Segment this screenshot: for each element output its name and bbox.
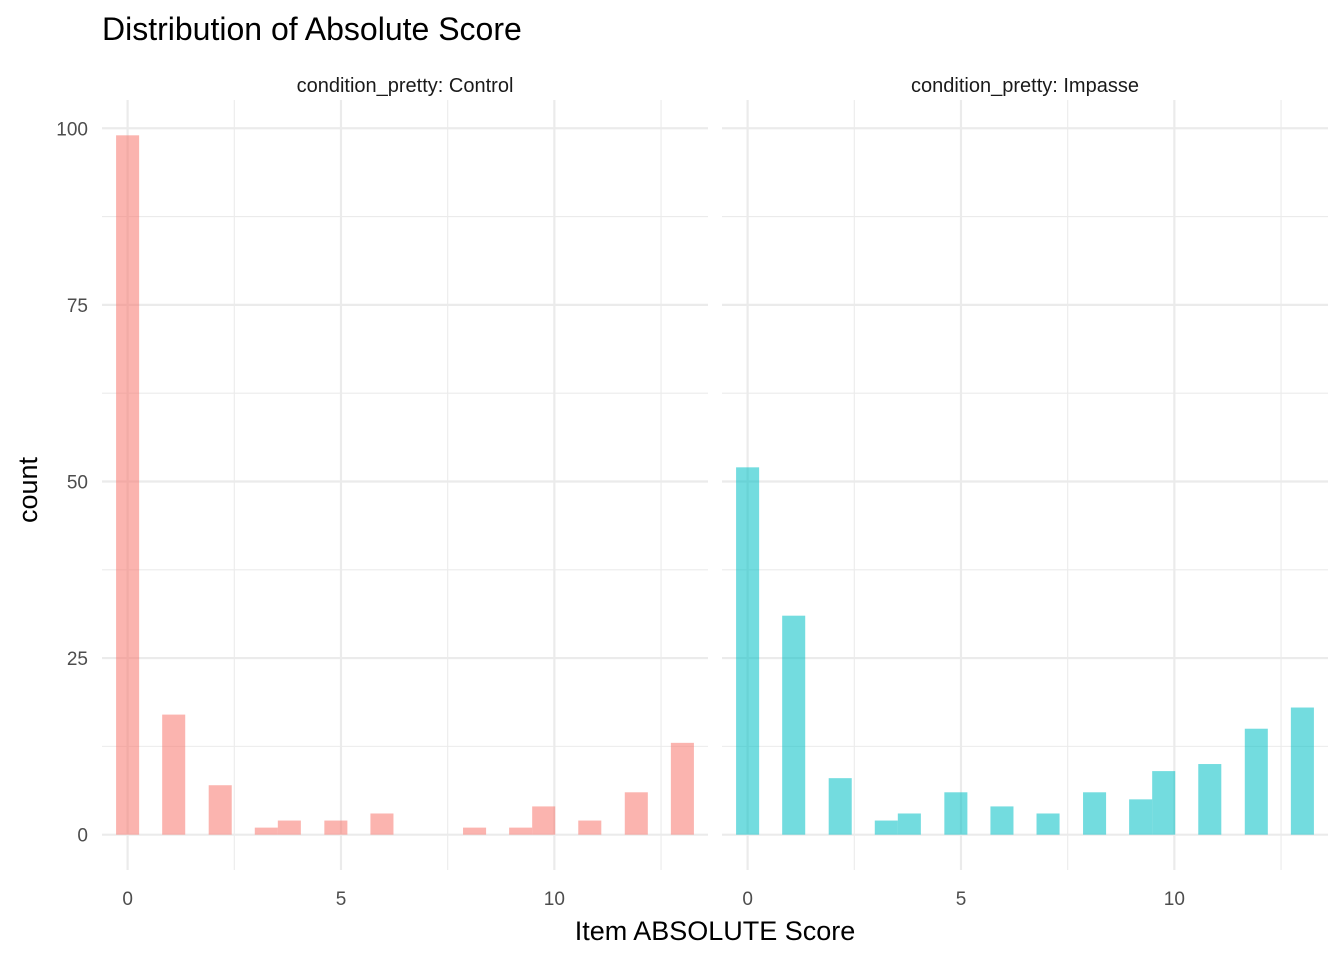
panel-impasse: condition_pretty: Impasse 0 5 10 bbox=[722, 75, 1328, 910]
y-tick-label: 50 bbox=[67, 472, 88, 493]
histogram-bar bbox=[162, 714, 186, 835]
histogram-bar bbox=[1129, 799, 1153, 835]
histogram-bar bbox=[1152, 771, 1176, 835]
y-axis: 0 25 50 75 100 bbox=[56, 119, 88, 846]
strip-label-impasse: condition_pretty: Impasse bbox=[911, 75, 1139, 97]
histogram-bar bbox=[277, 820, 301, 835]
histogram-bar bbox=[736, 467, 760, 835]
y-tick-label: 75 bbox=[67, 296, 88, 317]
histogram-bar bbox=[578, 820, 602, 835]
histogram-bar bbox=[324, 820, 348, 835]
histogram-bar bbox=[990, 806, 1014, 835]
histogram-bar bbox=[624, 792, 648, 835]
x-tick-label: 10 bbox=[544, 889, 565, 910]
histogram-bar bbox=[782, 615, 806, 835]
x-tick-label: 5 bbox=[336, 889, 347, 910]
histogram-bar bbox=[670, 742, 694, 835]
strip-label-control: condition_pretty: Control bbox=[297, 75, 514, 97]
histogram-bar bbox=[944, 792, 968, 835]
histogram-bar bbox=[116, 135, 140, 835]
histogram-bar bbox=[254, 827, 278, 835]
histogram-bar bbox=[532, 806, 556, 835]
x-tick-label: 0 bbox=[122, 889, 133, 910]
histogram-bar bbox=[509, 827, 533, 835]
x-tick-label: 10 bbox=[1164, 889, 1185, 910]
y-tick-label: 100 bbox=[56, 119, 88, 140]
gridlines bbox=[102, 100, 708, 870]
panel-control: condition_pretty: Control 0 5 10 bbox=[102, 75, 708, 910]
histogram-bar bbox=[370, 813, 394, 835]
histogram-bar bbox=[208, 785, 232, 835]
x-axis-title: Item ABSOLUTE Score bbox=[575, 916, 856, 946]
histogram-bar bbox=[1083, 792, 1107, 835]
x-tick-label: 5 bbox=[956, 889, 967, 910]
bars bbox=[116, 135, 694, 835]
chart-title: Distribution of Absolute Score bbox=[102, 11, 522, 47]
histogram-bar bbox=[1036, 813, 1060, 835]
y-tick-label: 25 bbox=[67, 649, 88, 670]
histogram-bar bbox=[1290, 707, 1314, 835]
histogram-bar bbox=[874, 820, 898, 835]
histogram-bar bbox=[897, 813, 921, 835]
histogram-bar bbox=[1198, 764, 1222, 835]
gridlines bbox=[722, 100, 1328, 870]
histogram-bar bbox=[1244, 728, 1268, 835]
y-axis-title: count bbox=[13, 456, 43, 523]
histogram-bar bbox=[828, 778, 852, 835]
x-tick-label: 0 bbox=[742, 889, 753, 910]
histogram-bar bbox=[463, 827, 487, 835]
y-tick-label: 0 bbox=[77, 826, 88, 847]
bars bbox=[736, 467, 1314, 835]
